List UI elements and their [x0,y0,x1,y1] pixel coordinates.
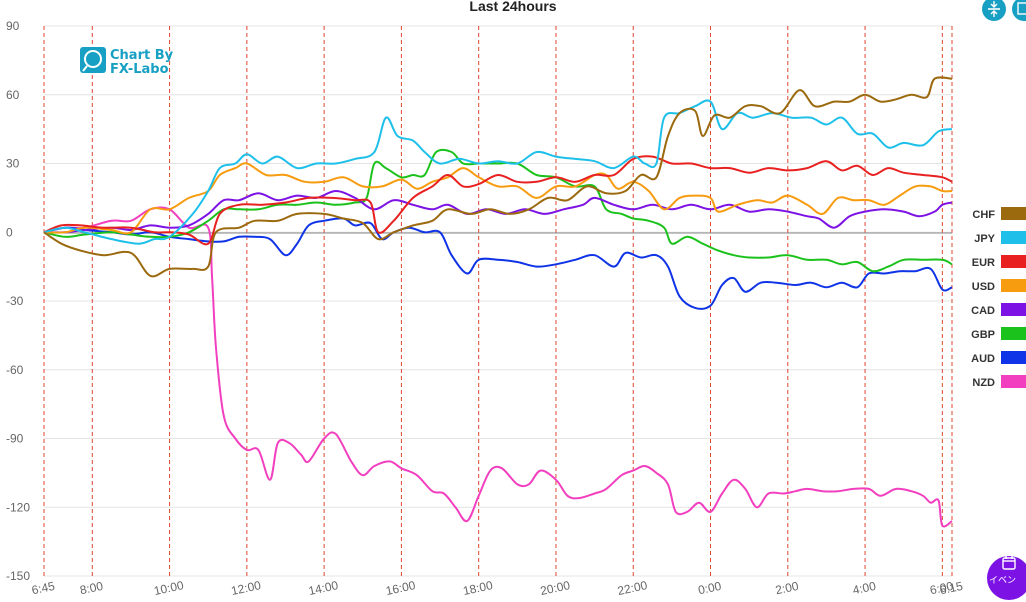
fx-labo-logo: Chart By FX-Labo [80,47,174,77]
x-tick-label: 20:00 [539,578,572,598]
legend-item-cad[interactable]: CAD [971,303,1026,317]
compress-button[interactable] [982,0,1006,21]
y-tick-label: -60 [6,363,24,377]
series-line-aud [43,217,953,310]
y-tick-label: 30 [6,157,20,171]
series-layer [43,76,953,528]
legend-label: USD [972,281,995,293]
chart-title: Last 24hours [469,0,557,14]
legend-item-gbp[interactable]: GBP [971,327,1026,341]
x-tick-label: 12:00 [230,578,263,598]
event-button-label: イベン [989,576,1016,586]
vertical-gridlines [43,26,953,576]
legend-label: AUD [971,353,995,365]
y-tick-label: 60 [6,88,20,102]
logo-line-2: FX-Labo [110,62,169,77]
y-tick-label: -30 [6,294,24,308]
x-axis-ticks: 6:45 8:00 10:00 12:00 14:00 16:00 18:00 20:00 22… [30,578,964,598]
series-line-cad [43,190,953,234]
y-tick-label: -90 [6,432,24,446]
legend-item-aud[interactable]: AUD [971,351,1026,365]
logo-line-1: Chart By [110,48,174,63]
y-tick-label: -150 [6,569,30,583]
x-tick-label: 6:00 [929,579,955,598]
legend-label: NZD [972,377,995,389]
legend-label: CHF [972,209,995,221]
compress-icon [988,1,1000,17]
legend-label: GBP [971,329,995,341]
x-tick-label: 8:00 [79,579,105,598]
calendar-icon [1002,556,1016,570]
x-tick-label: 0:00 [697,579,723,598]
legend-item-chf[interactable]: CHF [972,207,1026,221]
legend-item-eur[interactable]: EUR [972,255,1026,269]
y-axis-ticks: 90 60 30 0 -30 -60 -90 -120 -150 [6,19,30,583]
x-tick-label: 6:15 [938,579,964,598]
series-line-jpy [43,99,953,245]
legend-swatch [1001,231,1026,244]
legend-swatch [1001,351,1026,364]
y-tick-label: 90 [6,19,20,33]
x-tick-label: 18:00 [462,578,495,598]
legend-label: EUR [972,257,995,269]
x-tick-label: 10:00 [153,578,186,598]
x-tick-label: 6:45 [30,579,56,598]
y-tick-label: 0 [6,225,13,239]
legend-swatch [1001,327,1026,340]
legend-item-jpy[interactable]: JPY [974,231,1026,245]
legend-swatch [1001,207,1026,220]
legend: CHF JPY EUR USD CAD GBP AUD NZD [971,207,1026,389]
series-line-usd [43,162,953,235]
legend-swatch [1001,279,1026,292]
legend-label: JPY [974,233,995,245]
horizontal-gridlines [44,25,952,577]
x-tick-label: 14:00 [307,578,340,598]
magnifier-icon [84,50,102,68]
x-tick-label: 2:00 [774,579,800,598]
legend-item-usd[interactable]: USD [972,279,1026,293]
legend-label: CAD [971,305,995,317]
legend-item-nzd[interactable]: NZD [972,375,1026,389]
series-line-eur [43,155,953,246]
legend-swatch [1001,375,1026,388]
series-line-nzd [43,206,953,528]
x-tick-label: 22:00 [616,578,649,598]
legend-swatch [1001,255,1026,268]
legend-swatch [1001,303,1026,316]
y-tick-label: -120 [6,500,30,514]
event-button[interactable]: イベン [987,556,1026,600]
series-line-chf [43,76,953,278]
x-tick-label: 4:00 [851,579,877,598]
x-tick-label: 16:00 [384,578,417,598]
info-icon [1017,2,1026,15]
info-button[interactable] [1012,0,1026,21]
